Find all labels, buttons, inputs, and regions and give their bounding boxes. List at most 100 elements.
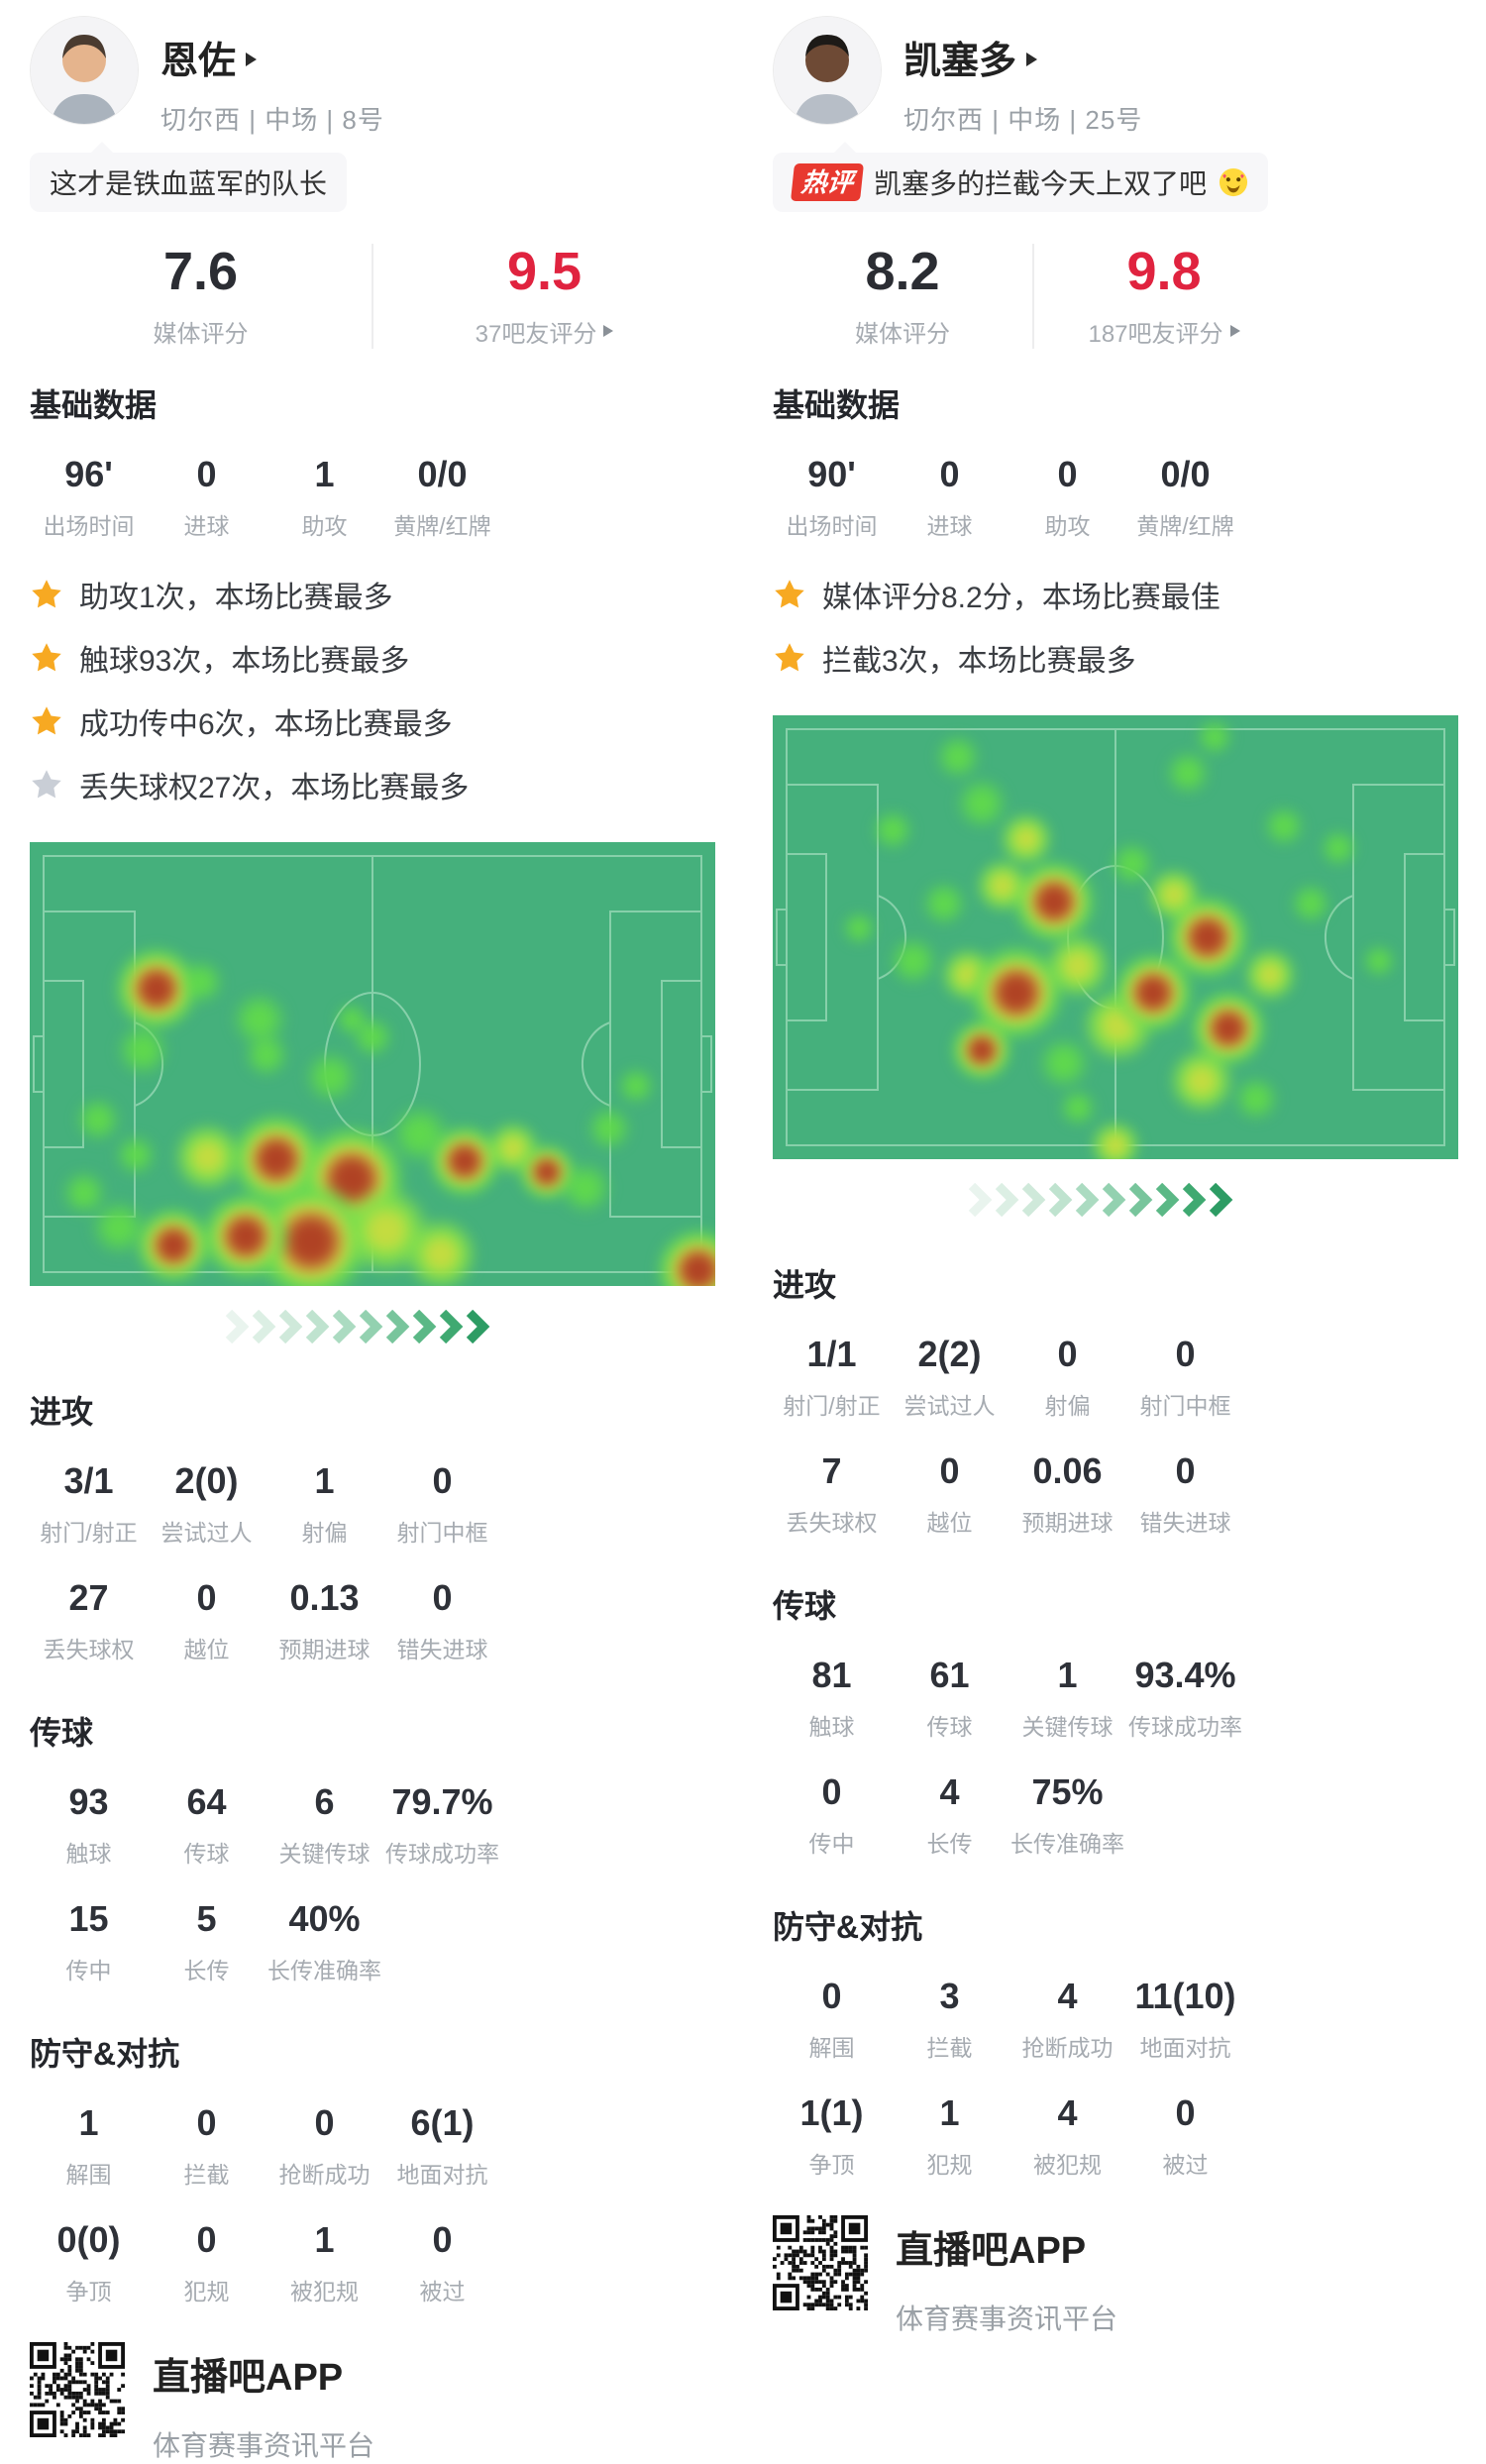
stat-value: 4 <box>1057 1975 1078 2016</box>
highlights-list: 媒体评分8.2分，本场比赛最佳 拦截3次，本场比赛最多 <box>773 563 1458 690</box>
stat-value: 6(1) <box>410 2101 475 2143</box>
highlight-item: 成功传中6次，本场比赛最多 <box>30 690 715 753</box>
stat-label: 争顶 <box>808 2151 855 2178</box>
stat-label: 争顶 <box>65 2278 112 2304</box>
stat-label: 射门/射正 <box>40 1519 138 1546</box>
heat-blob <box>1163 748 1212 797</box>
stat-cell: 2(2) 尝试过人 <box>891 1334 1008 1421</box>
stat-value: 7 <box>821 1449 842 1491</box>
section-defense: 防守&对抗 1 解围 0 拦截 0 抢断成功 6(1) 地面对抗 0(0) 争顶 0 犯规 1 被犯规 0… <box>30 2029 715 2306</box>
stat-label: 助攻 <box>301 512 348 539</box>
stat-cell: 79.7% 传球成功率 <box>383 1781 501 1869</box>
stat-value: 0.13 <box>289 1576 360 1618</box>
stat-label: 射偏 <box>1044 1392 1091 1419</box>
star-icon <box>775 642 804 672</box>
ratings-row: 7.6 媒体评分 9.5 37吧友评分 <box>30 244 715 349</box>
section-passing: 传球 93 触球 64 传球 6 关键传球 79.7% 传球成功率 15 传中 5 长传 40% 长传准… <box>30 1708 715 1985</box>
player-header: 恩佐 切尔西 | 中场 | 8号 <box>30 16 715 137</box>
chevron-arrows-icon <box>968 1182 1233 1217</box>
avatar-silhouette-icon <box>31 17 138 124</box>
fan-rating-label: 37吧友评分 <box>373 314 715 349</box>
stat-label: 解围 <box>65 2161 112 2188</box>
media-rating-value: 8.2 <box>865 242 940 301</box>
stat-value: 15 <box>68 1897 109 1939</box>
fan-rating-block[interactable]: 9.8 187吧友评分 <box>1032 244 1294 349</box>
stat-value: 64 <box>186 1780 227 1822</box>
stat-label: 越位 <box>926 1509 973 1536</box>
fan-rating-value: 9.8 <box>1126 242 1202 301</box>
basic-stats-row: 90' 出场时间 0 进球 0 助攻 0/0 黄牌/红牌 <box>773 454 1458 541</box>
stat-cell: 7 丢失球权 <box>773 1450 891 1538</box>
star-icon <box>32 579 61 608</box>
stat-label: 被犯规 <box>290 2278 359 2304</box>
stat-value: 11(10) <box>1134 1975 1236 2016</box>
player-name-row[interactable]: 恩佐 <box>160 30 384 84</box>
basic-stats-row: 96' 出场时间 0 进球 1 助攻 0/0 黄牌/红牌 <box>30 454 715 541</box>
heat-blob <box>74 1095 123 1143</box>
stat-value: 1 <box>314 2218 335 2260</box>
section-title: 进攻 <box>30 1393 94 1430</box>
player-team-line: 切尔西 | 中场 | 25号 <box>903 105 1143 135</box>
stat-label: 长传 <box>183 1957 230 1983</box>
stat-cell: 1 被犯规 <box>265 2219 383 2306</box>
stat-value: 1 <box>314 453 335 494</box>
heat-blob <box>242 1030 290 1079</box>
heat-blob <box>1318 828 1358 869</box>
stat-cell: 0 错失进球 <box>1126 1450 1244 1538</box>
stat-label: 射门中框 <box>396 1519 488 1546</box>
smiley-emoji-icon <box>1219 167 1248 197</box>
heat-blob <box>1289 882 1333 926</box>
fan-rating-block[interactable]: 9.5 37吧友评分 <box>372 244 715 349</box>
player-identity: 恩佐 切尔西 | 中场 | 8号 <box>160 16 384 137</box>
stat-label: 传中 <box>65 1957 112 1983</box>
heat-blob <box>999 811 1055 868</box>
star-icon <box>32 769 61 799</box>
highlight-item: 丢失球权27次，本场比赛最多 <box>30 753 715 816</box>
stat-value: 2(0) <box>174 1459 239 1501</box>
heat-blob <box>654 1227 715 1286</box>
stat-cell: 64 传球 <box>148 1781 265 1869</box>
app-name: 直播吧APP <box>896 2229 1087 2272</box>
app-tagline: 体育赛事资讯平台 <box>896 2303 1118 2334</box>
media-rating-value: 7.6 <box>162 242 239 301</box>
stat-cell: 0 抢断成功 <box>265 2102 383 2190</box>
heatmap-blobs <box>773 715 1458 1159</box>
stat-label: 越位 <box>183 1636 230 1662</box>
stat-value: 1 <box>1057 1654 1078 1695</box>
stats-row: 81 触球 61 传球 1 关键传球 93.4% 传球成功率 <box>773 1655 1458 1742</box>
heat-blob <box>920 880 968 928</box>
player-header: 凯塞多 切尔西 | 中场 | 25号 <box>773 16 1458 137</box>
player-name-row[interactable]: 凯塞多 <box>903 30 1142 84</box>
stat-cell: 0 犯规 <box>148 2219 265 2306</box>
stat-label: 长传准确率 <box>1010 1830 1124 1857</box>
stat-value: 96' <box>64 453 113 494</box>
position-heatmap <box>30 841 715 1286</box>
player-avatar[interactable] <box>773 16 882 125</box>
heat-blob <box>557 1160 613 1217</box>
heat-blob <box>1261 803 1306 848</box>
stats-row: 3/1 射门/射正 2(0) 尝试过人 1 射偏 0 射门中框 <box>30 1460 715 1548</box>
section-title: 传球 <box>773 1587 837 1624</box>
highlight-text: 媒体评分8.2分，本场比赛最佳 <box>822 581 1221 614</box>
app-footer: 直播吧APP 体育赛事资讯平台 <box>773 2214 1458 2337</box>
player-card: 凯塞多 切尔西 | 中场 | 25号 热评 凯塞多的拦截今天上双了吧 8.2 媒… <box>743 0 1486 2373</box>
stat-value: 0 <box>196 2101 217 2143</box>
section-defense: 防守&对抗 0 解围 3 拦截 4 抢断成功 11(10) 地面对抗 1(1) 争顶 1 犯规 4 被犯… <box>773 1902 1458 2180</box>
stat-cell: 81 触球 <box>773 1655 891 1742</box>
stat-value: 3 <box>939 1975 960 2016</box>
stat-label: 预期进球 <box>278 1636 371 1662</box>
stat-cell: 0.13 预期进球 <box>265 1577 383 1664</box>
stat-cell: 0 越位 <box>891 1450 1008 1538</box>
player-avatar[interactable] <box>30 16 139 125</box>
stats-row: 1 解围 0 拦截 0 抢断成功 6(1) 地面对抗 <box>30 2102 715 2190</box>
heat-blob <box>1231 1075 1280 1124</box>
highlight-text: 成功传中6次，本场比赛最多 <box>79 707 453 741</box>
heat-blob <box>871 808 915 853</box>
player-name: 凯塞多 <box>903 41 1017 82</box>
heat-blob <box>403 1217 479 1286</box>
stat-label: 错失进球 <box>396 1636 488 1662</box>
stat-value: 0 <box>314 2101 335 2143</box>
stat-value: 0 <box>1175 2091 1196 2133</box>
stat-value: 0.06 <box>1032 1449 1103 1491</box>
stat-label: 传球成功率 <box>385 1840 499 1867</box>
